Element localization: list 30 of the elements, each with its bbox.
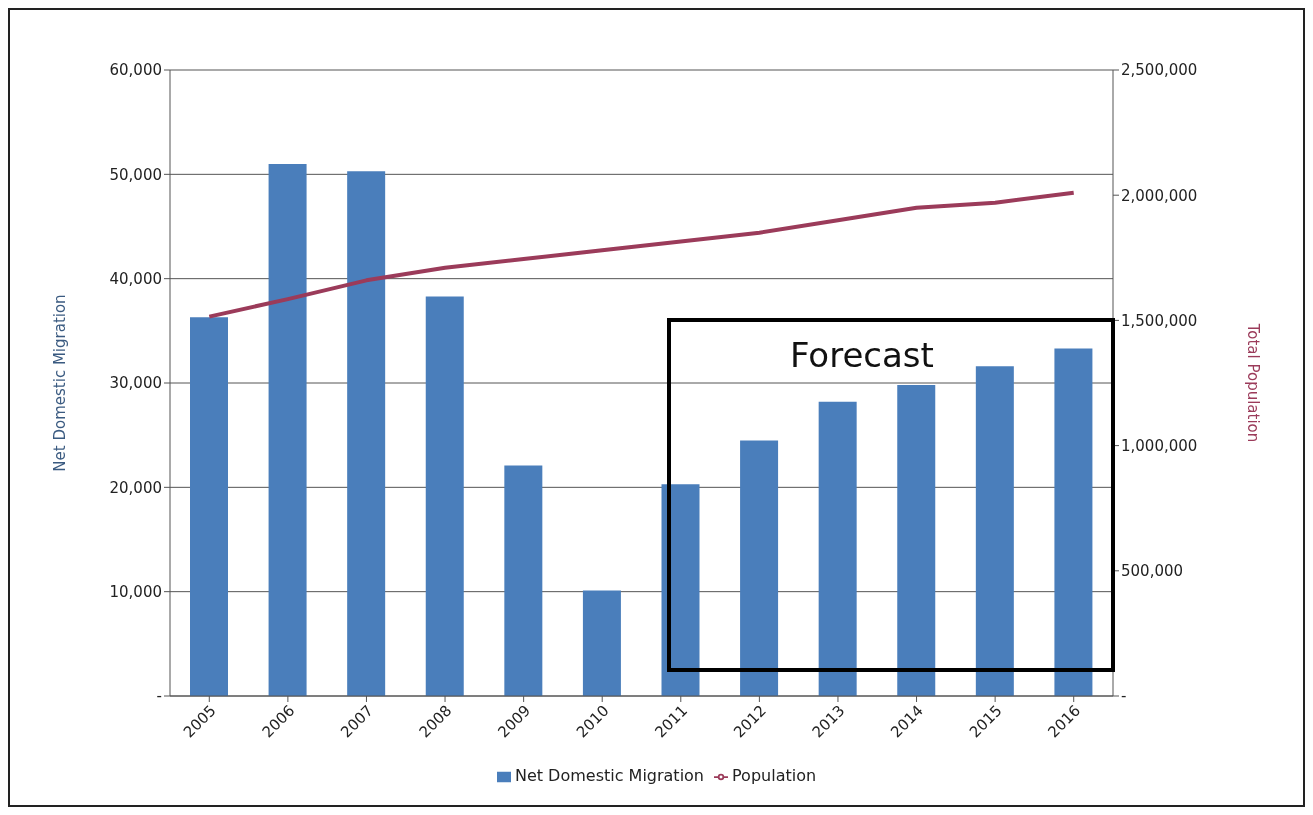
y2-tick-label: 1,500,000	[1121, 311, 1198, 330]
y-tick-label: 40,000	[109, 269, 162, 288]
line-series	[207, 190, 1076, 319]
legend-label: Net Domestic Migration	[514, 766, 705, 785]
bar	[975, 366, 1014, 696]
bar	[740, 440, 779, 696]
y-axis-title: Net Domestic Migration	[51, 294, 70, 472]
y2-axis-title: Total Population	[1243, 322, 1262, 443]
annotation: Forecast	[790, 335, 934, 375]
bar	[347, 171, 386, 696]
y2-tick-label: 2,000,000	[1121, 186, 1198, 205]
bar	[425, 296, 464, 696]
y-tick-label: 30,000	[109, 374, 162, 393]
bar	[504, 465, 543, 696]
bar	[897, 385, 936, 696]
y2-tick-label: 2,500,000	[1121, 61, 1198, 80]
legend-label: Population	[732, 766, 817, 785]
bar	[818, 401, 857, 696]
y-tick-label: 60,000	[109, 61, 162, 80]
y-tick-label: 50,000	[109, 165, 162, 184]
bar	[1054, 348, 1093, 696]
y2-tick-label: -	[1121, 687, 1127, 706]
bar	[268, 163, 307, 696]
y-tick-label: 20,000	[109, 478, 162, 497]
y2-tick-label: 500,000	[1121, 562, 1184, 581]
bar	[190, 317, 228, 696]
y-tick-label: 10,000	[109, 582, 162, 601]
bar	[582, 590, 621, 696]
y-tick-label: -	[156, 687, 162, 706]
y2-tick-label: 1,000,000	[1121, 436, 1198, 455]
